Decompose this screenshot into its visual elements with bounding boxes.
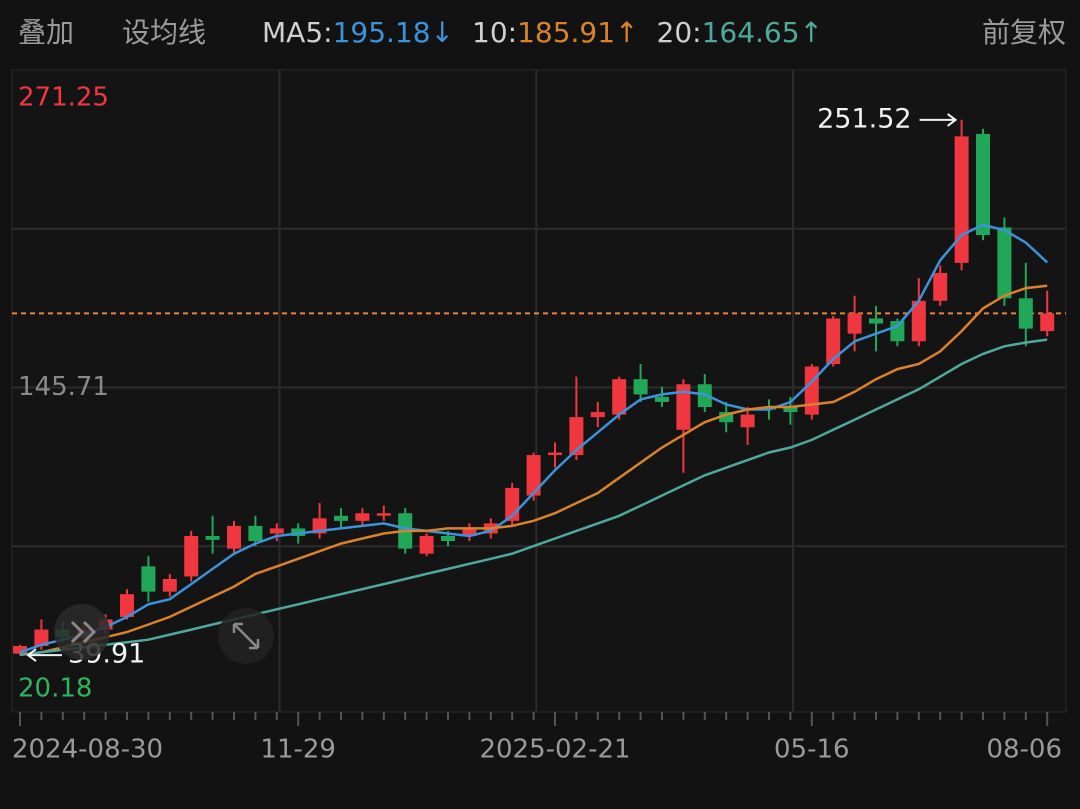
- candle-body: [911, 300, 926, 342]
- candle-body: [1018, 298, 1033, 329]
- candle-body: [162, 578, 177, 592]
- x-tick-label: 11-29: [260, 735, 336, 765]
- ma-line: [19, 284, 1048, 657]
- y-tick-label: 20.18: [18, 674, 92, 704]
- candle-body: [34, 629, 49, 647]
- x-tick-label: 2024-08-30: [12, 735, 163, 765]
- candle-body: [248, 525, 263, 542]
- x-tick-label: 05-16: [774, 735, 850, 765]
- candle-body: [612, 379, 627, 415]
- candle-body: [184, 536, 199, 577]
- candle-body: [633, 379, 648, 395]
- legend-name: 20:: [657, 16, 702, 49]
- candle-body: [441, 536, 455, 542]
- candle-body: [419, 536, 434, 554]
- low-arrow: [26, 648, 62, 662]
- overlay-controls: [54, 604, 274, 664]
- adjust-button[interactable]: 前复权: [982, 16, 1066, 49]
- candle-body: [355, 513, 370, 521]
- plot: 20.18 145.71 271.25 2024-08-30 11-29 2025-02-…: [12, 70, 1066, 765]
- candle-body: [719, 412, 734, 423]
- ma-legend: MA5:195.18↓ 10:185.91↑ 20:164.65↑: [262, 16, 823, 49]
- candle-body: [526, 455, 541, 496]
- legend-name: MA5:: [262, 16, 333, 49]
- y-tick-label: 145.71: [18, 372, 109, 402]
- candle-body: [120, 594, 134, 617]
- candle-body: [783, 407, 798, 413]
- x-tick-label: 2025-02-21: [479, 735, 630, 765]
- candle-body: [826, 318, 841, 365]
- legend-value: 164.65↑: [702, 16, 823, 49]
- candle-body: [890, 321, 905, 342]
- candle-body: [227, 525, 241, 549]
- high-arrow: [919, 113, 958, 127]
- legend-name: 10:: [472, 16, 517, 49]
- candle-body: [376, 513, 391, 516]
- candle-body: [334, 515, 348, 521]
- candle-body: [548, 452, 562, 456]
- candle-body: [291, 528, 306, 537]
- candle-body: [590, 412, 605, 418]
- plot-area: [11, 69, 1067, 713]
- candle-body: [205, 536, 220, 540]
- legend-value: 195.18↓: [333, 16, 454, 49]
- legend-value: 185.91↑: [517, 16, 638, 49]
- candle-body: [869, 318, 883, 324]
- x-tick-label: 08-06: [986, 735, 1062, 765]
- y-tick-label: 271.25: [18, 83, 109, 113]
- ma-line: [19, 223, 1049, 654]
- high-label: 251.52: [817, 103, 911, 134]
- candle-body: [676, 384, 691, 430]
- candle-body: [804, 366, 819, 415]
- candle-body: [933, 272, 948, 301]
- candle-body: [141, 566, 156, 592]
- overlay-button[interactable]: 叠加: [18, 16, 74, 49]
- ma-line: [19, 338, 1048, 657]
- scroll-icon: [70, 620, 97, 644]
- candle-body: [997, 227, 1012, 299]
- candle-body: [462, 528, 477, 537]
- candle-body: [954, 136, 969, 263]
- candle-body: [655, 396, 669, 402]
- fullscreen-icon: [232, 622, 260, 650]
- candle-body: [269, 528, 284, 534]
- candle-body: [740, 414, 755, 428]
- candle-body: [13, 646, 27, 654]
- candle-body: [1040, 313, 1055, 332]
- candle-body: [847, 313, 862, 334]
- candle-body: [976, 133, 990, 236]
- set-ma-button[interactable]: 设均线: [122, 16, 206, 49]
